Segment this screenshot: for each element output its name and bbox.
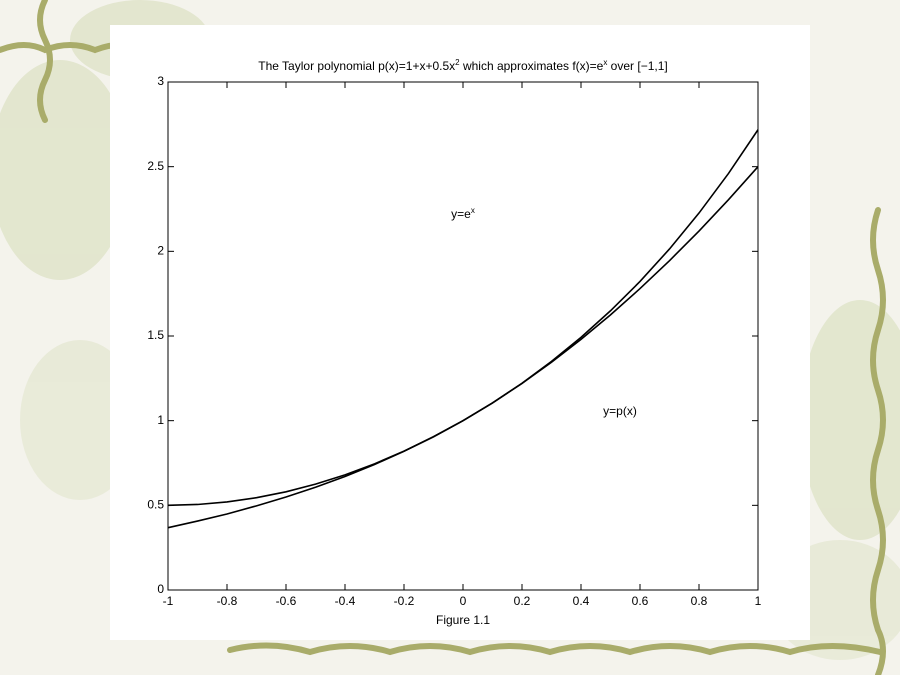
x-tick-label: -0.6 (276, 594, 297, 608)
y-tick-label: 3 (157, 74, 164, 88)
text-part: y=e (451, 207, 471, 221)
x-tick-label: -0.4 (335, 594, 356, 608)
annotation: y=ex (451, 206, 475, 222)
chart-title: The Taylor polynomial p(x)=1+x+0.5x2 whi… (258, 58, 667, 74)
y-tick-label: 1 (157, 413, 164, 427)
x-tick-label: 1 (755, 594, 762, 608)
text-part: y=p(x) (603, 404, 637, 418)
y-tick-label: 0 (157, 582, 164, 596)
text-part: The Taylor polynomial p(x)=1+x+0.5x (258, 59, 455, 73)
y-tick-label: 2 (157, 244, 164, 258)
x-tick-label: 0 (460, 594, 467, 608)
x-tick-label: -0.2 (394, 594, 415, 608)
x-tick-label: 0.2 (514, 594, 531, 608)
x-tick-label: -1 (163, 594, 174, 608)
x-tick-label: 0.6 (632, 594, 649, 608)
text-part: over [−1,1] (607, 59, 667, 73)
superscript: x (471, 206, 475, 215)
y-tick-label: 1.5 (147, 328, 164, 342)
x-tick-label: -0.8 (217, 594, 238, 608)
y-tick-label: 2.5 (147, 159, 164, 173)
x-tick-label: 0.4 (573, 594, 590, 608)
x-axis-label: Figure 1.1 (436, 613, 490, 627)
y-tick-label: 0.5 (147, 498, 164, 512)
text-part: which approximates f(x)=e (460, 59, 604, 73)
series-line (167, 166, 759, 507)
superscript: x (603, 58, 607, 67)
x-tick-label: 0.8 (691, 594, 708, 608)
annotation: y=p(x) (603, 404, 637, 418)
figure-panel (110, 25, 810, 640)
superscript: 2 (455, 58, 460, 67)
